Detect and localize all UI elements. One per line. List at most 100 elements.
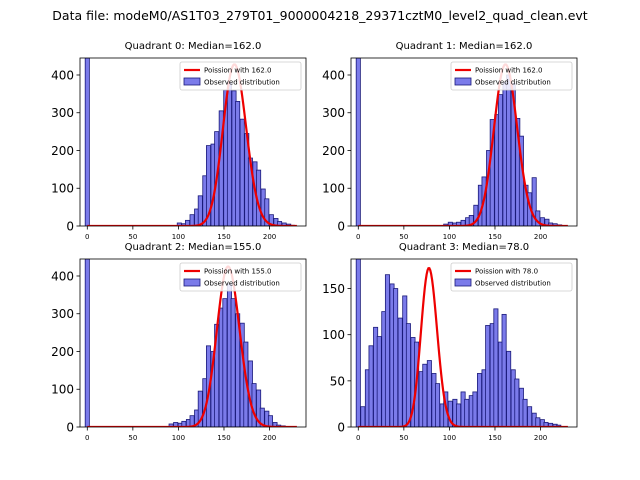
histogram-bar <box>435 383 441 427</box>
histogram-bar <box>426 360 432 427</box>
x-tick-label: 200 <box>534 434 547 442</box>
axes-frame <box>79 57 307 227</box>
panel-title: Quadrant 1: Median=162.0 <box>396 41 533 52</box>
histogram-bar <box>497 94 503 226</box>
histogram-bar <box>84 259 90 427</box>
histogram-bar <box>264 198 270 226</box>
histogram-bar <box>222 298 228 427</box>
histogram-bar <box>514 378 520 427</box>
histogram-bar <box>456 403 462 427</box>
histogram-bar <box>485 325 491 427</box>
y-tick-label: 150 <box>322 282 345 296</box>
legend: Poission with 162.0 Observed distribution <box>450 61 573 91</box>
x-tick-label: 200 <box>534 233 547 241</box>
legend-bar-swatch <box>454 278 472 287</box>
y-tick-label: 50 <box>330 374 345 388</box>
x-tick-label: 0 <box>356 233 360 241</box>
y-tick-label: 100 <box>322 182 345 196</box>
legend-curve-label: Poission with 162.0 <box>204 67 272 75</box>
chart-panel-0: 0 50 100 150 200 0 100 200 300 400 Quadrant 0: Med… <box>51 41 307 241</box>
plot-area <box>84 58 297 226</box>
histogram-bar <box>493 308 499 427</box>
y-tick-label: 200 <box>51 345 74 359</box>
legend-bar-label: Observed distribution <box>204 280 280 288</box>
legend: Poission with 78.0 Observed distribution <box>450 262 573 292</box>
legend-box <box>450 262 573 292</box>
legend-bar-label: Observed distribution <box>475 79 551 87</box>
y-tick-label: 0 <box>66 421 74 435</box>
chart-panel-1: 0 50 100 150 200 0 100 200 300 400 Quadrant 1: Med… <box>322 41 578 241</box>
legend-box <box>179 262 302 292</box>
x-tick-label: 200 <box>263 434 276 442</box>
histogram-bar <box>397 317 403 427</box>
y-tick-label: 100 <box>51 182 74 196</box>
panel-title: Quadrant 3: Median=78.0 <box>399 242 529 253</box>
y-tick-label: 300 <box>51 307 74 321</box>
histogram-bar <box>501 313 507 427</box>
x-tick-label: 150 <box>217 434 230 442</box>
histogram-bar <box>226 82 232 226</box>
histogram-bar <box>422 363 428 427</box>
x-tick-label: 100 <box>443 434 456 442</box>
histogram-bar <box>476 373 482 427</box>
panel-title: Quadrant 2: Median=155.0 <box>125 242 262 253</box>
y-tick-label: 0 <box>337 220 345 234</box>
legend-box <box>450 61 573 91</box>
y-tick-label: 400 <box>322 68 345 82</box>
histogram-bar <box>355 58 361 226</box>
x-tick-label: 150 <box>488 233 501 241</box>
histogram-bar <box>506 350 512 427</box>
legend-curve-label: Poission with 155.0 <box>204 268 272 276</box>
x-tick-label: 0 <box>356 434 360 442</box>
y-tick-label: 300 <box>51 106 74 120</box>
y-tick-label: 300 <box>322 106 345 120</box>
histogram-bar <box>522 398 528 427</box>
y-tick-label: 400 <box>51 269 74 283</box>
x-tick-label: 150 <box>488 434 501 442</box>
histogram-bar <box>251 383 257 427</box>
axes-frame <box>350 258 578 428</box>
y-tick-label: 0 <box>337 421 345 435</box>
x-tick-label: 50 <box>128 434 137 442</box>
poisson-curve <box>87 265 297 427</box>
axes-frame <box>79 258 307 428</box>
histogram-bar <box>384 274 390 427</box>
legend-bar-label: Observed distribution <box>204 79 280 87</box>
x-tick-label: 50 <box>399 434 408 442</box>
y-tick-label: 200 <box>322 144 345 158</box>
plot-area <box>84 259 297 427</box>
x-tick-label: 0 <box>85 233 89 241</box>
x-tick-label: 200 <box>263 233 276 241</box>
legend-bar-label: Observed distribution <box>475 280 551 288</box>
x-tick-label: 100 <box>172 434 185 442</box>
chart-panel-3: 0 50 100 150 200 0 50 100 150 Quadrant 3: Median=… <box>322 242 578 442</box>
plot-area <box>355 259 568 427</box>
histogram-bar <box>267 415 273 427</box>
histogram-bar <box>360 406 366 427</box>
figure-suptitle: Data file: modeM0/AS1T03_279T01_90000042… <box>52 8 588 23</box>
histogram-bar <box>230 298 236 427</box>
histogram-bar <box>239 118 245 226</box>
chart-panel-2: 0 50 100 150 200 0 100 200 300 400 Quadrant 2: Med… <box>51 242 307 442</box>
legend-curve-label: Poission with 162.0 <box>475 67 543 75</box>
legend-bar-swatch <box>183 278 201 287</box>
x-tick-label: 100 <box>443 233 456 241</box>
legend-box <box>179 61 302 91</box>
legend: Poission with 162.0 Observed distribution <box>179 61 302 91</box>
histogram-bar <box>393 288 399 427</box>
legend-bar-swatch <box>454 77 472 86</box>
histogram-bar <box>197 195 203 226</box>
histogram-bar <box>535 417 541 427</box>
x-tick-label: 50 <box>399 233 408 241</box>
y-tick-label: 100 <box>322 328 345 342</box>
histogram-bar <box>189 214 195 226</box>
x-tick-label: 150 <box>217 233 230 241</box>
axes-frame <box>350 57 578 227</box>
histogram-bar <box>235 101 241 226</box>
histogram-bar <box>472 391 478 427</box>
histogram-bar <box>464 398 470 427</box>
y-tick-label: 100 <box>51 383 74 397</box>
histogram-bar <box>355 259 361 427</box>
x-tick-label: 100 <box>172 233 185 241</box>
